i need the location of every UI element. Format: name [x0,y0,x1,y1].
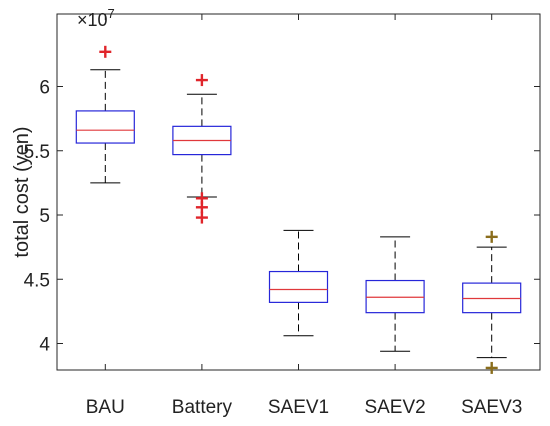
y-tick-label: 4.5 [24,270,50,291]
box-iqr [268,270,329,303]
y-axis-exponent-label: ×107 [77,6,115,30]
box-iqr [75,110,135,144]
x-tick-label: Battery [172,397,233,418]
plot-area: 4 4.5 5 5.5 6 BAU Battery SAEV1 SAEV2 SAEV3 [24,13,541,418]
x-tick-label: SAEV3 [461,397,522,418]
y-axis-label: total cost (yen) [11,126,33,257]
y-tick-label: 6 [39,78,50,99]
y-tick-label: 5 [39,206,50,227]
y-tick-label: 5.5 [24,142,50,163]
box-iqr [365,279,425,314]
x-tick-label: SAEV2 [364,397,425,418]
y-tick-label: 4 [39,335,50,356]
x-tick-label: BAU [86,397,125,418]
box-iqr [462,282,522,314]
x-tick-label: SAEV1 [268,397,329,418]
